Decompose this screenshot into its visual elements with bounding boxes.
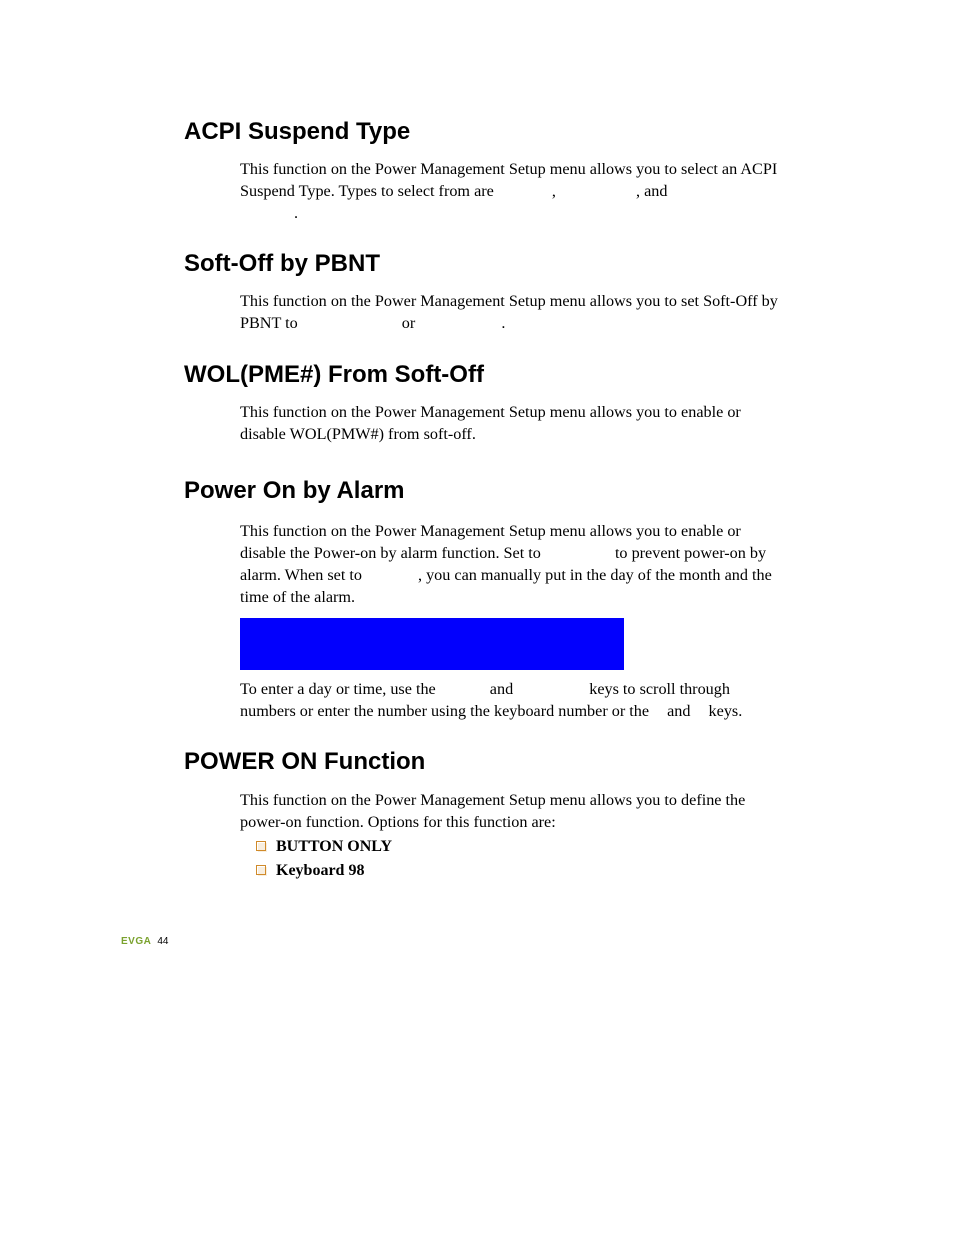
- heading-soft-off-pbnt: Soft-Off by PBNT: [184, 250, 380, 278]
- bullet-icon: [256, 865, 266, 875]
- heading-power-on-alarm: Power On by Alarm: [184, 477, 405, 505]
- paragraph-power-on-alarm-1: This function on the Power Management Se…: [240, 521, 780, 608]
- paragraph-soft-off-pbnt: This function on the Power Management Se…: [240, 291, 780, 335]
- paragraph-wol-pme: This function on the Power Management Se…: [240, 402, 780, 446]
- bullet-icon: [256, 841, 266, 851]
- text-fragment: and: [667, 702, 690, 720]
- paragraph-power-on-function: This function on the Power Management Se…: [240, 790, 780, 834]
- list-item-button-only: BUTTON ONLY: [256, 838, 392, 856]
- paragraph-acpi-suspend: This function on the Power Management Se…: [240, 159, 780, 225]
- text-fragment: , and: [636, 182, 667, 200]
- text-fragment: This function on the Power Management Se…: [240, 160, 777, 200]
- heading-wol-pme: WOL(PME#) From Soft-Off: [184, 361, 484, 389]
- list-item-keyboard-98: Keyboard 98: [256, 862, 364, 880]
- heading-acpi-suspend-type: ACPI Suspend Type: [184, 118, 410, 146]
- document-page: ACPI Suspend Type This function on the P…: [0, 0, 954, 1235]
- page-footer: EVGA 44: [121, 936, 168, 947]
- footer-brand: EVGA: [121, 936, 151, 947]
- footer-page-number: 44: [157, 936, 168, 947]
- text-fragment: and: [490, 680, 513, 698]
- alarm-settings-box: [240, 618, 624, 670]
- list-item-label: BUTTON ONLY: [276, 838, 392, 855]
- list-item-label: Keyboard 98: [276, 862, 364, 879]
- paragraph-power-on-alarm-2: To enter a day or time, use the and keys…: [240, 679, 788, 723]
- text-fragment: or: [402, 314, 415, 332]
- text-fragment: .: [501, 314, 505, 332]
- text-fragment: This function on the Power Management Se…: [240, 292, 778, 332]
- text-fragment: .: [294, 204, 298, 222]
- text-fragment: keys.: [709, 702, 743, 720]
- text-fragment: To enter a day or time, use the: [240, 680, 436, 698]
- text-fragment: ,: [552, 182, 556, 200]
- heading-power-on-function: POWER ON Function: [184, 748, 425, 776]
